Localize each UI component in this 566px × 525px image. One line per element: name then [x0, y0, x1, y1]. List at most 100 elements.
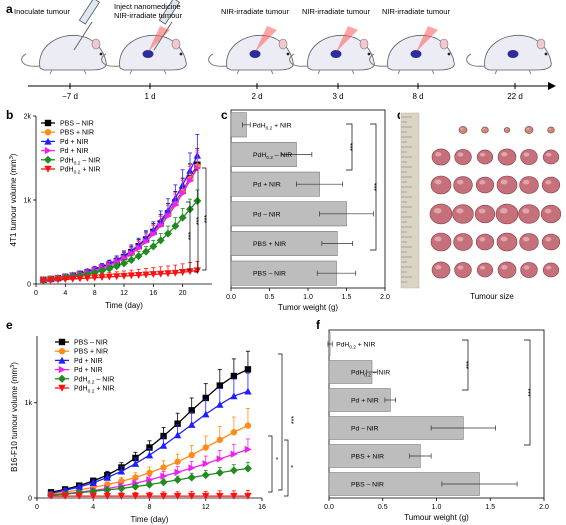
- data-point: [120, 259, 128, 268]
- data-point: [244, 422, 252, 429]
- bar-category-label: PdH0.2 + NIR: [252, 122, 291, 131]
- mouse-2: [208, 26, 294, 75]
- data-point: [179, 189, 187, 197]
- data-point: [160, 472, 168, 480]
- bar-category-label: Pd + NIR: [253, 182, 281, 189]
- chart-f: [327, 329, 545, 501]
- legend-entry-label: PBS – NIR: [60, 121, 94, 128]
- y-axis-label: B16-F10 tumour volume (mm3): [10, 362, 19, 472]
- x-tick-label: 0.0: [324, 504, 334, 511]
- chart-b: [33, 115, 212, 287]
- data-point: [103, 473, 112, 481]
- significance-bracket: [524, 339, 531, 446]
- data-point: [164, 229, 172, 238]
- tumour-spot: [507, 50, 519, 58]
- tumour-specimen: [452, 204, 474, 224]
- bar-category-label: PdH0.2 – NIR: [351, 370, 390, 379]
- panel-label-e: e: [6, 318, 13, 332]
- significance-stars: ***: [204, 215, 211, 223]
- tumour-highlight: [435, 265, 442, 270]
- data-point: [146, 469, 153, 476]
- data-point: [145, 492, 154, 500]
- mouse-leg: [129, 69, 133, 75]
- data-point: [202, 410, 210, 418]
- tumour-highlight: [479, 237, 486, 242]
- y-tick-label: 1k: [24, 198, 32, 205]
- significance-stars: ***: [374, 183, 381, 191]
- x-tick-label: 0.0: [226, 294, 236, 301]
- mouse-leg: [83, 69, 87, 75]
- data-point: [46, 277, 55, 284]
- series-line: [43, 166, 198, 281]
- data-point: [131, 459, 140, 467]
- panel-label-f: f: [316, 318, 320, 332]
- mouse-leg: [528, 69, 532, 75]
- timeline-day-label: 1 d: [144, 92, 155, 101]
- tumour-highlight: [460, 127, 464, 130]
- data-point: [174, 458, 181, 465]
- nir-laser-beam: [148, 26, 170, 52]
- mouse-leg: [397, 69, 401, 75]
- data-point: [202, 394, 209, 402]
- x-axis-label: Tumor weight (g): [278, 303, 339, 312]
- data-point: [174, 420, 181, 427]
- data-point: [105, 264, 114, 273]
- timeline-day-label: 22 d: [507, 92, 523, 101]
- data-point: [89, 479, 97, 486]
- tumour-highlight: [479, 152, 486, 157]
- data-point: [156, 270, 165, 278]
- data-point: [160, 432, 167, 440]
- tumour-highlight: [501, 152, 508, 157]
- tumour-specimen: [481, 126, 489, 134]
- data-point: [173, 431, 182, 439]
- data-point: [58, 384, 66, 392]
- x-tick-label: 12: [120, 290, 128, 297]
- significance-stars: ***: [196, 217, 203, 225]
- mouse-5: [466, 34, 552, 75]
- data-point: [188, 464, 196, 472]
- legend-entry-label: Pd + NIR: [74, 358, 103, 365]
- data-point: [193, 267, 202, 275]
- mouse-leg: [494, 69, 498, 75]
- x-tick-label: 16: [149, 290, 157, 297]
- timeline-event-label: NIR-irradiate tumour: [302, 7, 370, 16]
- tumour-specimen: [520, 149, 538, 165]
- data-point: [173, 492, 182, 500]
- tumour-highlight: [505, 128, 508, 130]
- tumour-specimen: [497, 148, 517, 166]
- mouse-leg: [163, 69, 167, 75]
- mouse-tail: [289, 53, 309, 67]
- mouse-1: [101, 0, 187, 75]
- tumour-highlight: [456, 236, 464, 242]
- tumour-highlight: [545, 265, 552, 270]
- x-tick-label: 12: [202, 504, 210, 511]
- data-point: [142, 247, 150, 256]
- tumour-specimen: [541, 176, 561, 194]
- mouse-eye: [544, 52, 548, 56]
- mouse-tail: [101, 53, 121, 67]
- y-tick-label: 0: [28, 496, 32, 503]
- significance-stars: ***: [188, 232, 195, 240]
- tumour-highlight: [548, 128, 552, 130]
- mouse-eye: [447, 52, 451, 56]
- tumour-specimen: [542, 149, 560, 165]
- tumour-specimen: [475, 176, 495, 194]
- legend-entry-label: Pd + NIR: [60, 148, 89, 155]
- tumour-specimen: [476, 149, 494, 165]
- tumour-specimen: [431, 148, 451, 166]
- data-point: [44, 129, 52, 136]
- data-point: [112, 273, 121, 281]
- timeline-arrowhead: [548, 82, 556, 90]
- timeline-event-label: NIR-irradiate tumour: [221, 7, 289, 16]
- data-point: [44, 119, 52, 127]
- x-tick-label: 4: [63, 290, 67, 297]
- tumour-specimen: [496, 232, 518, 252]
- tumour-specimen: [431, 261, 451, 279]
- data-point: [230, 450, 238, 458]
- data-point: [164, 212, 172, 220]
- data-point: [174, 468, 182, 476]
- data-point: [215, 468, 224, 477]
- tumour-highlight: [522, 179, 530, 185]
- bar-category-label: PdH0.2 – NIR: [253, 152, 292, 161]
